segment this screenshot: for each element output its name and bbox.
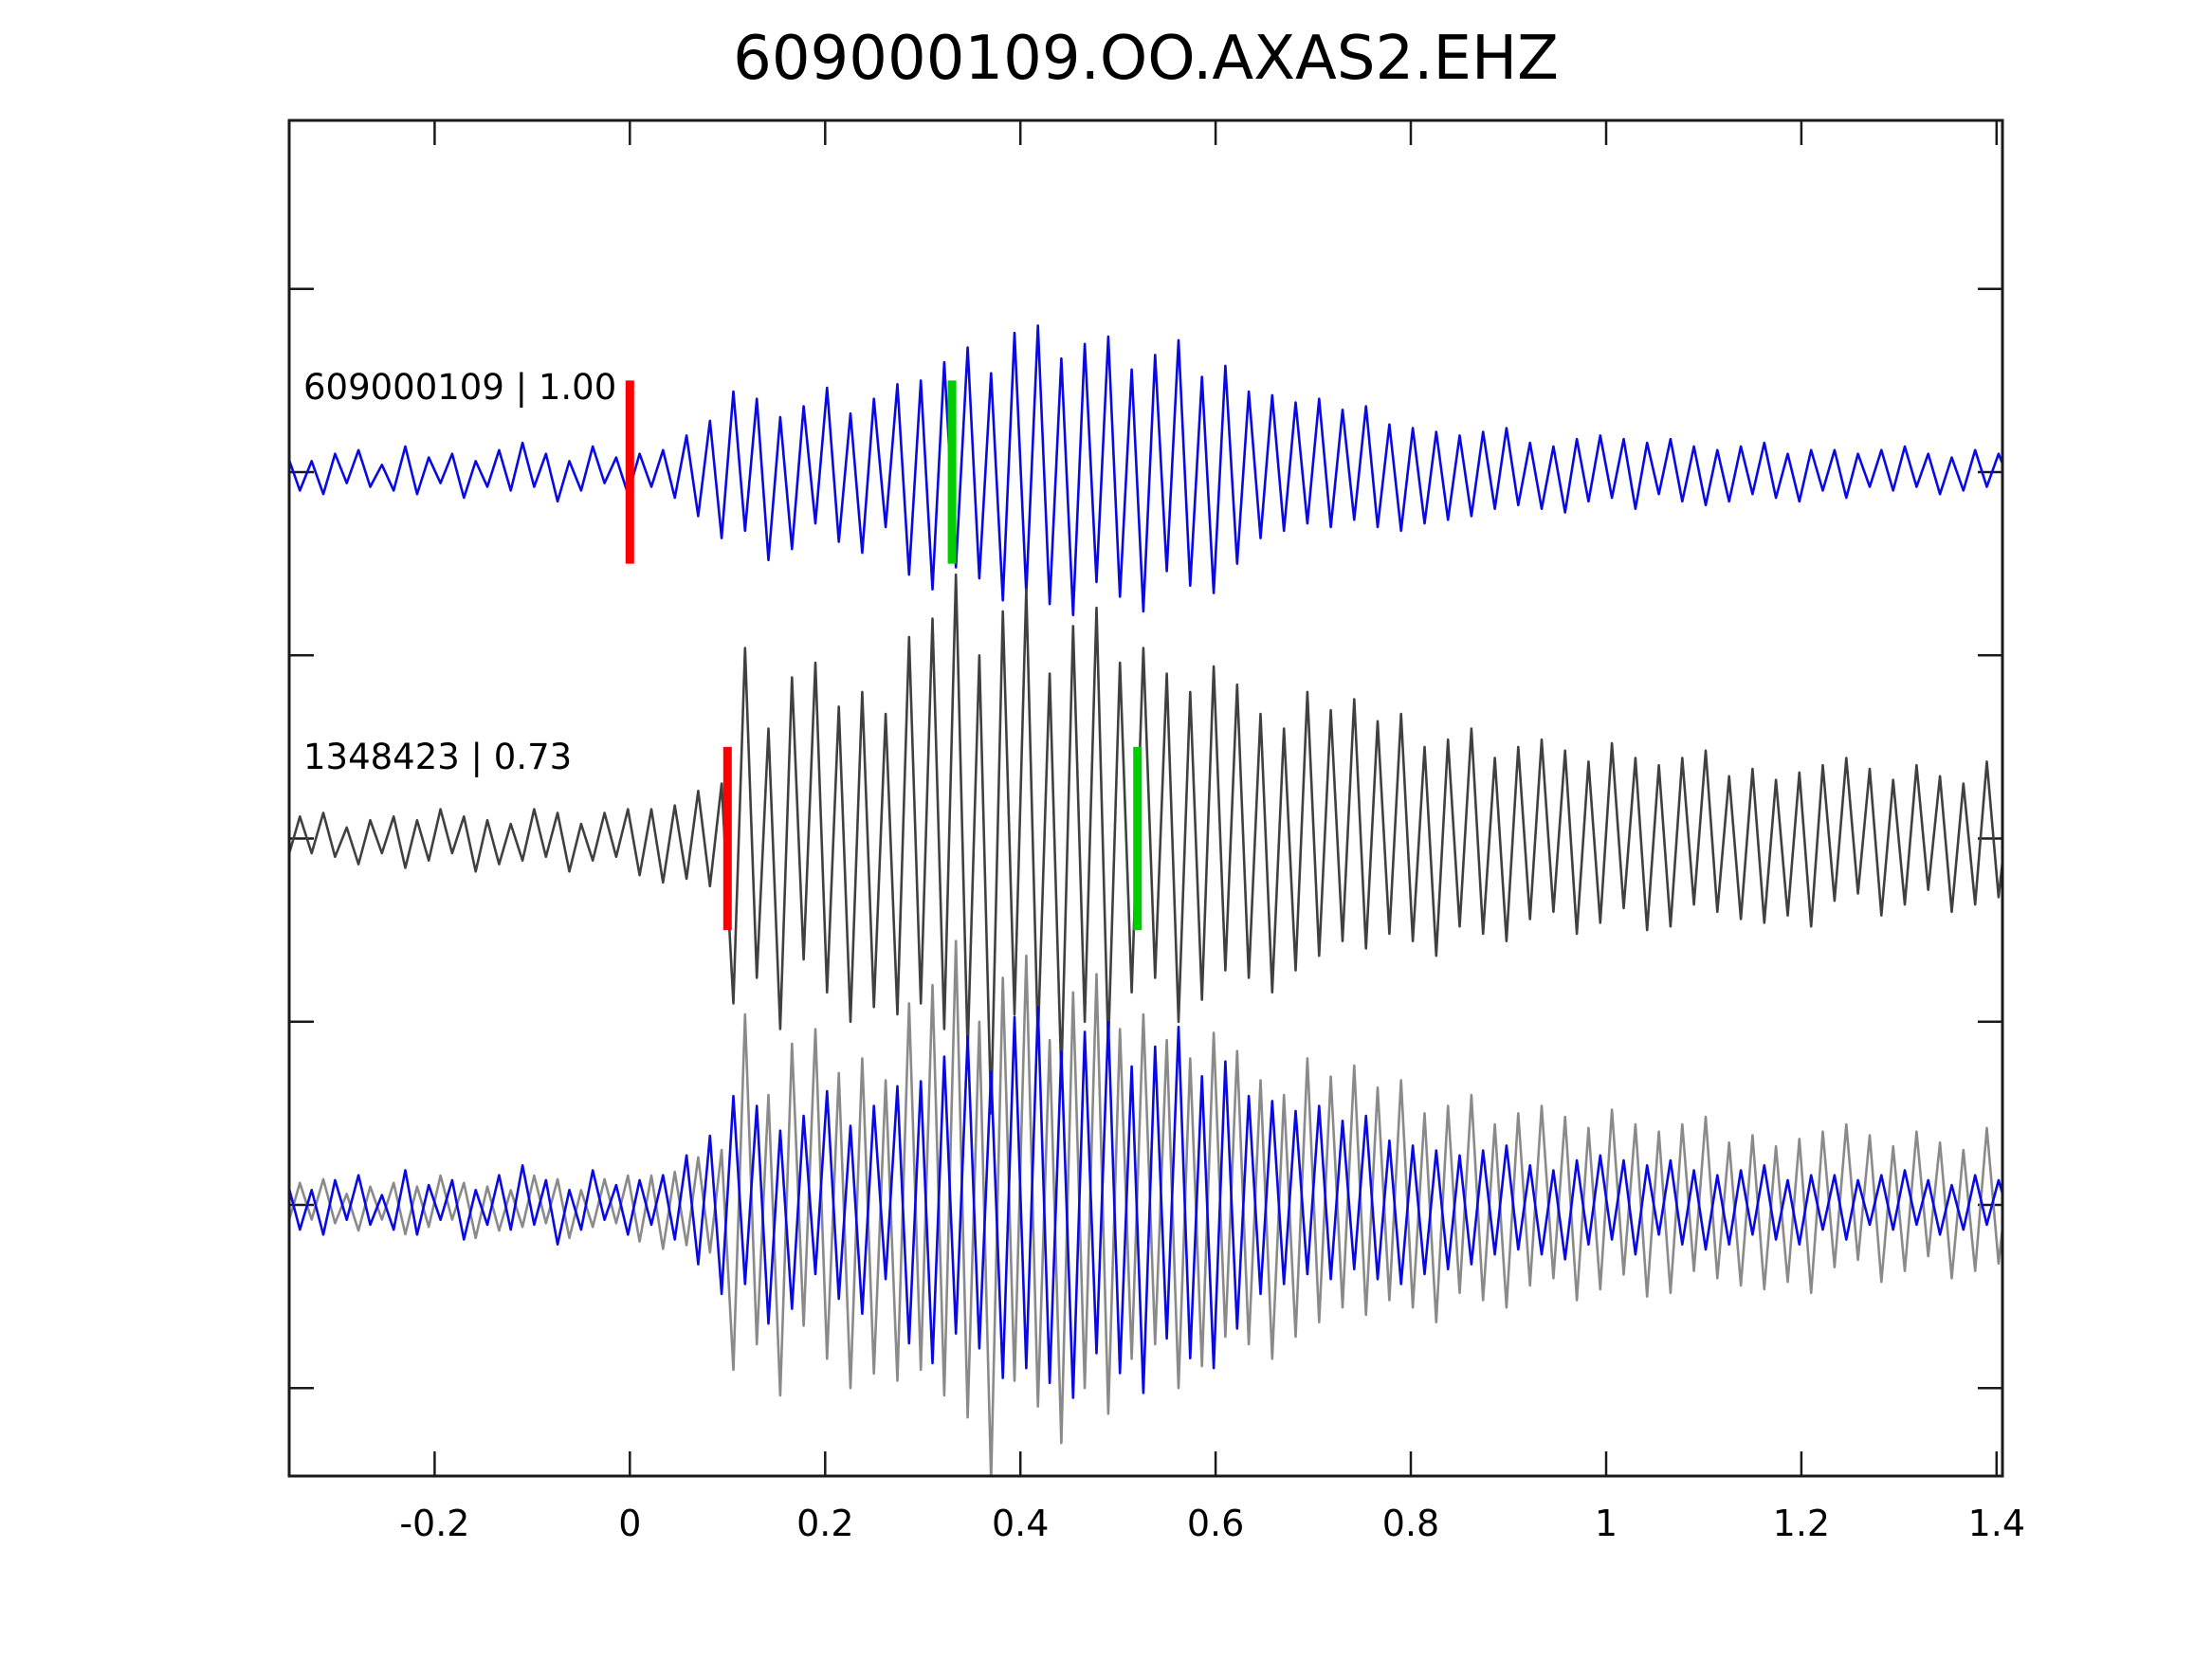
x-tick-label: 0.6 — [1187, 1503, 1244, 1544]
detection-trace-label: 1348423 | 0.73 — [303, 737, 573, 777]
x-tick-label: 0.4 — [992, 1503, 1049, 1544]
trace-template-row-template — [289, 324, 2002, 617]
x-tick-label: 0 — [618, 1503, 641, 1544]
x-tick-label: 1 — [1595, 1503, 1618, 1544]
x-tick-label: -0.2 — [399, 1503, 469, 1544]
x-tick-label: 1.4 — [1968, 1503, 2025, 1544]
chart-title: 609000109.OO.AXAS2.EHZ — [733, 24, 1559, 94]
trace-overlay-row-template — [289, 1006, 2002, 1399]
x-tick-label: 0.2 — [796, 1503, 853, 1544]
traces-group — [289, 324, 2002, 1476]
x-tick-label: 0.8 — [1382, 1503, 1439, 1544]
axes-box — [287, 118, 2004, 1478]
trace-detection-row-detection — [289, 573, 2002, 1115]
trace-overlay-row-detection — [289, 939, 2002, 1476]
template-trace-label: 609000109 | 1.00 — [303, 367, 617, 408]
x-tick-label: 1.2 — [1773, 1503, 1830, 1544]
